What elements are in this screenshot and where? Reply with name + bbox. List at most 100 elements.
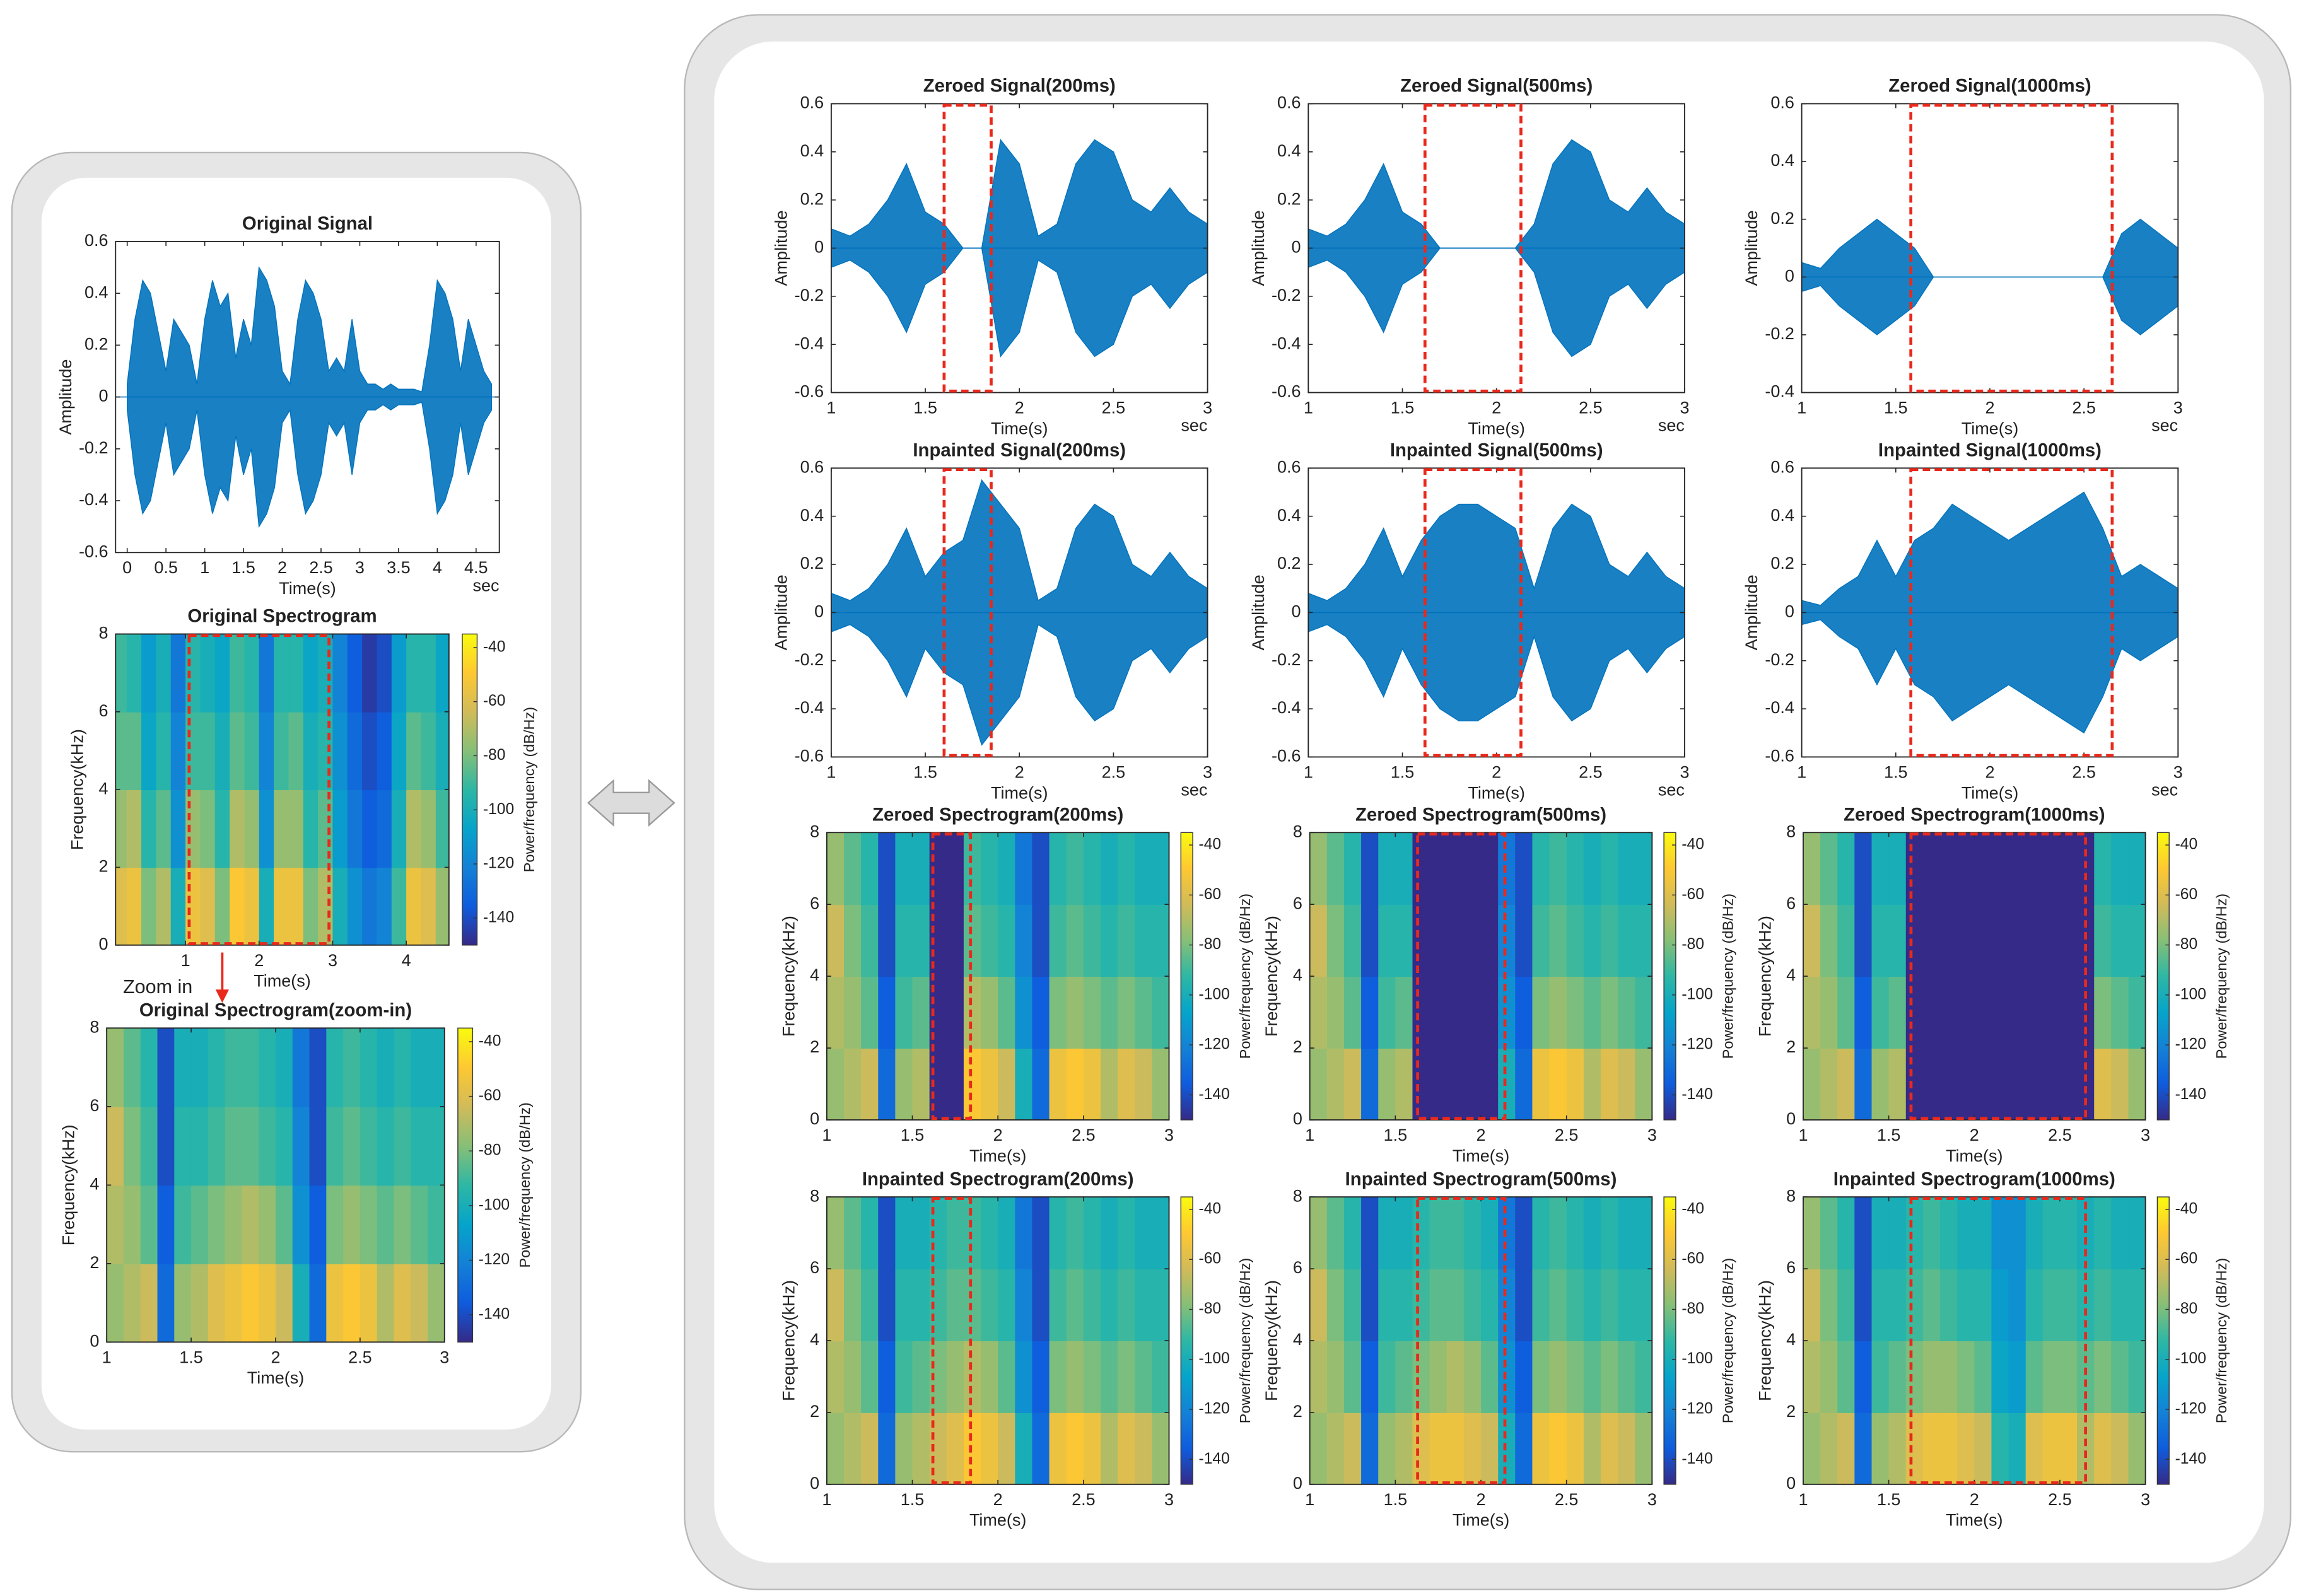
chart-title: Zeroed Signal(500ms) [1400,76,1593,96]
y-tick-label: 6 [1293,1258,1302,1277]
heatmap-cell [1135,1197,1153,1270]
x-tick-label: 2.5 [1072,1126,1096,1145]
heatmap-cell [2042,832,2061,906]
colorbar-tick-label: -80 [483,747,506,764]
heatmap-cell [946,1412,964,1484]
heatmap-cell [1888,1197,1907,1270]
x-tick-label: 3 [1680,399,1690,417]
heatmap-cell [1083,1341,1101,1413]
heatmap-cell [1957,1412,1975,1484]
heatmap-cell [1820,976,1839,1049]
heatmap-cell [242,1263,260,1343]
heatmap-cell [1326,832,1345,906]
x-tick-label: 3 [1680,762,1690,781]
y-axis-label: Amplitude [1742,574,1761,650]
heatmap-cell [208,1106,226,1186]
heatmap-cell [1343,1197,1362,1270]
plot-area [1803,832,2146,1120]
heatmap-cell [1463,904,1482,977]
heatmap-cell [1974,1048,1992,1120]
heatmap-cell [1905,1048,1924,1120]
y-tick-label: 4 [810,1330,819,1349]
heatmap-cell [1446,1048,1465,1120]
heatmap-cell [1871,1412,1890,1484]
heatmap-cell [2008,1341,2026,1413]
y-tick-label: -0.6 [795,382,824,401]
heatmap-cell [1854,1412,1873,1484]
plot-area [115,634,449,945]
y-tick-label: 8 [1293,822,1302,841]
x-tick-label: 1.5 [913,762,937,781]
heatmap-cell [1481,1269,1499,1341]
x-tick-label: 1 [102,1348,112,1366]
heatmap-cell [2077,1341,2095,1413]
heatmap-cell [427,1106,445,1186]
heatmap-cell [2094,1197,2112,1270]
heatmap-cell [2111,1269,2129,1341]
heatmap-cell [274,867,289,945]
heatmap-cell [1991,904,2009,977]
heatmap-cell [2008,1269,2026,1341]
heatmap-cell [1566,976,1584,1049]
heatmap-cell [1446,1197,1465,1270]
plot-area [1801,103,2178,393]
x-tick-label: 1 [822,1126,831,1145]
chart: 1 1.5 2 2.5 3 -0.6 -0.4 -0.2 0 0.2 0.4 0.6 Zeroed Si… [1249,76,1690,438]
plot-area [1308,103,1685,393]
heatmap-cell [123,1185,141,1264]
heatmap-cell [1854,904,1873,977]
heatmap-cell [1600,976,1619,1049]
heatmap-cell [1515,1269,1533,1341]
highlight-box [1423,103,1523,393]
heatmap-cell [1566,1048,1584,1120]
heatmap-cell [946,832,964,906]
y-tick-label: -0.6 [795,747,824,766]
heatmap-cell [1032,1269,1050,1341]
heatmap-cell [2008,904,2026,977]
y-axis-label: Frequency(kHz) [1262,1280,1281,1401]
y-tick-label: 0.2 [1770,554,1794,573]
heatmap-cell [332,711,348,791]
heatmap-cell [1820,832,1839,906]
heatmap-cell [1326,1269,1345,1341]
heatmap-cell [843,904,862,977]
heatmap-cell [1049,1197,1067,1270]
heatmap-cell [1922,1197,1941,1270]
heatmap-cell [156,711,172,791]
heatmap-cell [1429,1412,1447,1484]
heatmap-cell [1549,1412,1567,1484]
heatmap-cell [1463,1048,1482,1120]
colorbar [457,1027,474,1343]
y-tick-label: -0.4 [1765,698,1794,717]
heatmap-cell [1395,976,1413,1049]
heatmap-cell [1463,1197,1482,1270]
x-axis-label: Time(s) [1468,419,1524,438]
colorbar-tick-label: -140 [1198,1086,1229,1103]
heatmap-cell [157,1106,175,1186]
plot-area [115,241,500,553]
y-tick-label: 0.2 [1770,209,1794,228]
heatmap-cell [1922,1048,1941,1120]
heatmap-cell [2094,1412,2112,1484]
colorbar-tick-label: -80 [1198,936,1221,953]
heatmap-cell [981,1197,999,1270]
heatmap-cell [1429,1269,1447,1341]
heatmap-cell [1118,976,1136,1049]
heatmap-cell [157,1028,175,1107]
heatmap-cell [1463,832,1482,906]
heatmap-cell [427,1028,445,1107]
highlight-box [1909,468,2114,757]
heatmap-cell [391,789,407,868]
heatmap-cell [1837,1197,1856,1270]
heatmap-cell [1532,904,1550,977]
y-tick-label: 0 [90,1331,99,1350]
heatmap-cell [1412,1197,1430,1270]
heatmap-cell [2111,832,2129,906]
x-tick-label: 2 [1015,762,1024,781]
heatmap-cell [1635,1412,1652,1484]
heatmap-cell [115,711,127,791]
y-tick-label: -0.4 [795,334,824,352]
chart: 1 1.5 2 2.5 3 -0.6 -0.4 -0.2 0 0.2 0.4 0.6 Inpainted… [1742,440,2183,803]
heatmap-cell [878,904,896,977]
heatmap-cell [435,867,449,945]
